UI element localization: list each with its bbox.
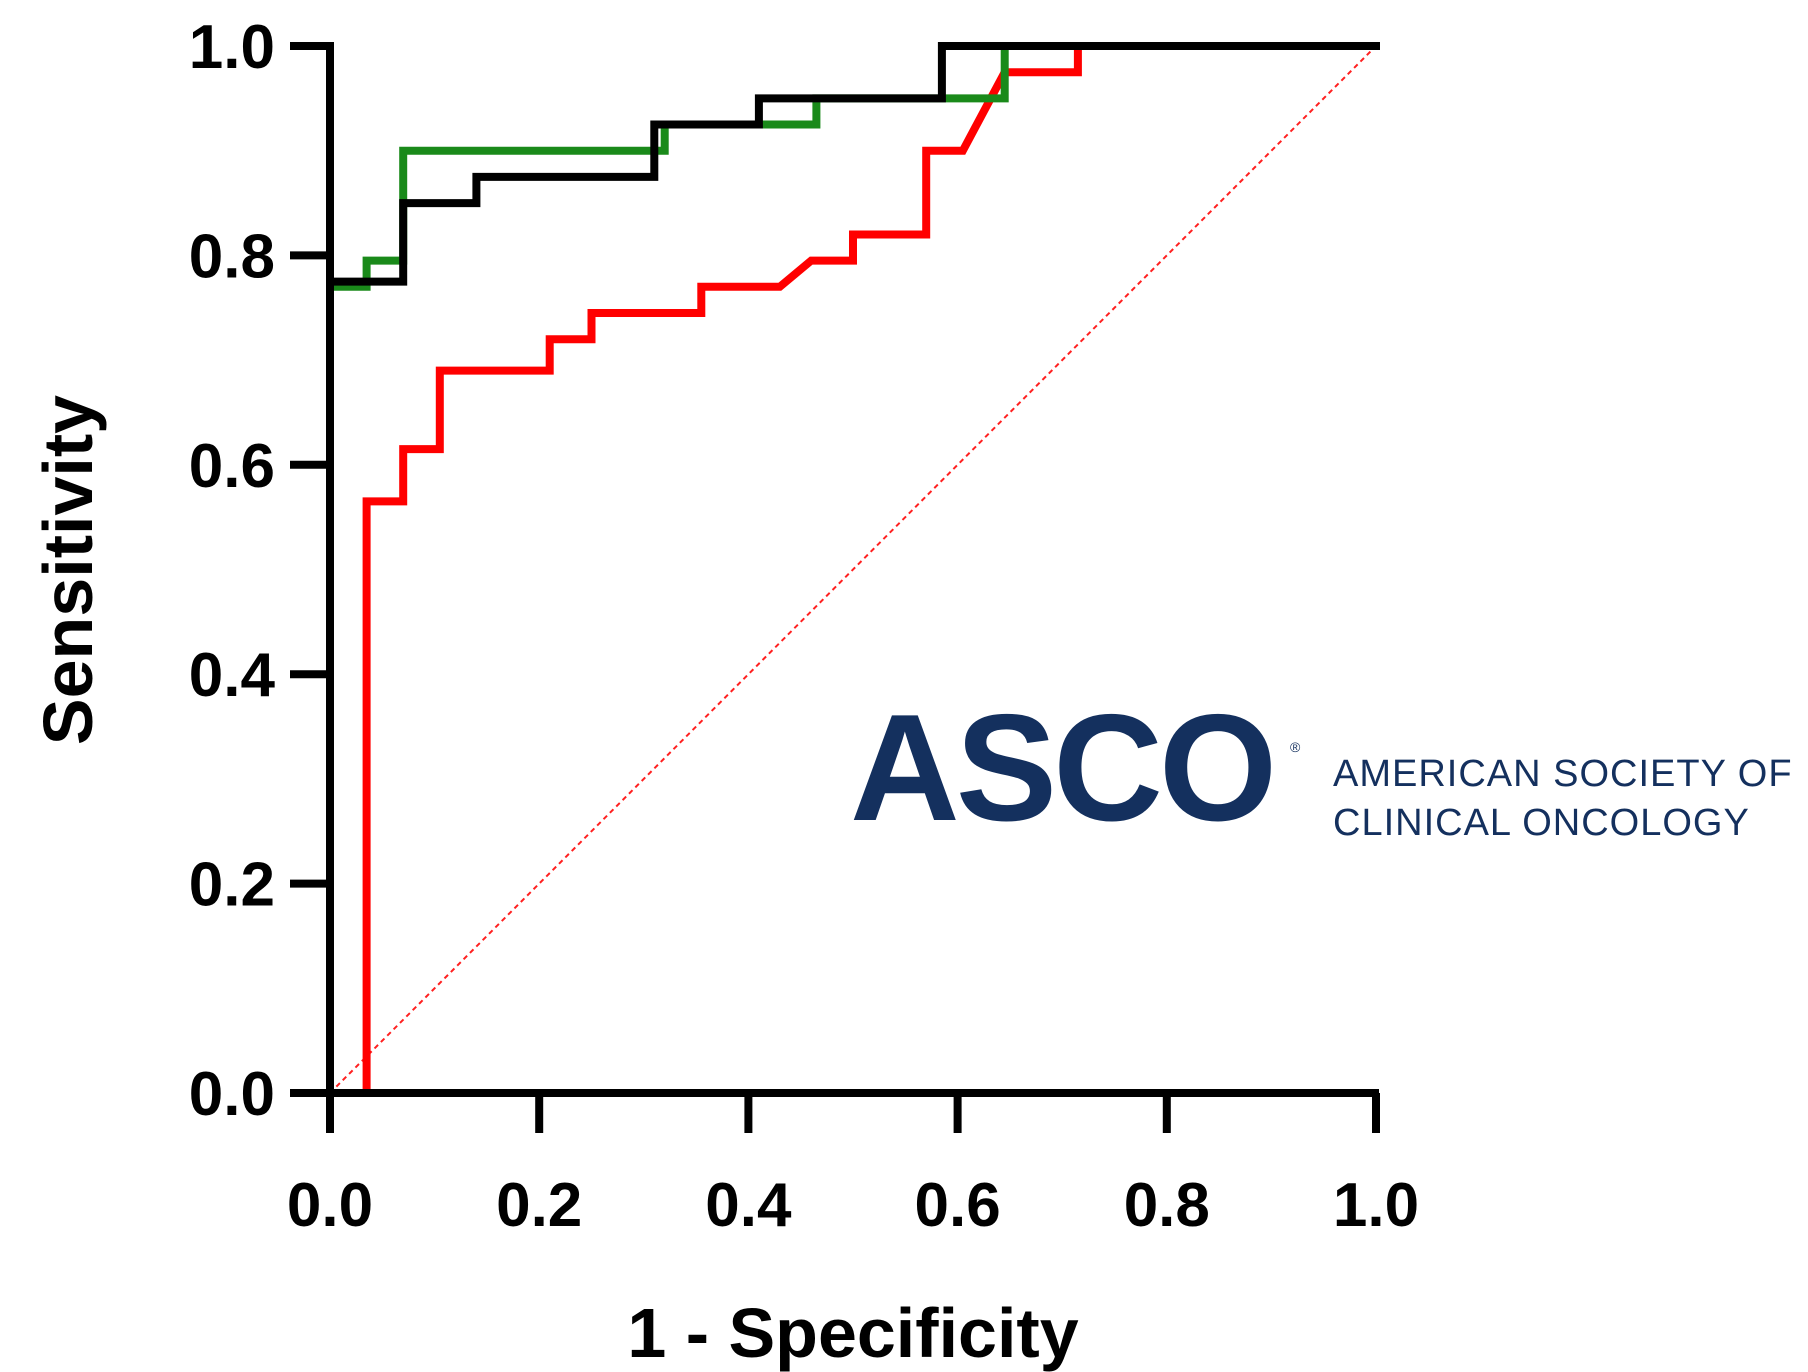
x-tick-label: 0.4 (705, 1171, 792, 1240)
roc-curve-3 (326, 42, 1380, 1097)
roc-curve-2 (326, 42, 1380, 1097)
y-tick-label: 0.0 (189, 1060, 275, 1129)
logo-registered-mark: ® (1290, 739, 1301, 755)
reference-diagonal-line (329, 45, 1377, 1094)
x-tick-label: 1.0 (1333, 1171, 1419, 1240)
x-tick-label: 0.0 (287, 1171, 373, 1240)
asco-logo: ASCO ® AMERICAN SOCIETY OF CLINICAL ONCO… (850, 683, 1793, 853)
x-axis-title: 1 - Specificity (627, 1294, 1078, 1372)
logo-wordmark: ASCO (850, 683, 1273, 853)
plot-area (326, 42, 1380, 1097)
y-tick-label: 0.6 (189, 432, 275, 501)
x-tick-label: 0.8 (1124, 1171, 1210, 1240)
logo-tagline-line2: CLINICAL ONCOLOGY (1333, 802, 1750, 844)
axes (290, 42, 1380, 1133)
x-tick-label: 0.2 (496, 1171, 582, 1240)
y-axis-title: Sensitivity (29, 395, 107, 745)
y-tick-label: 0.2 (189, 851, 275, 920)
x-tick-label: 0.6 (914, 1171, 1000, 1240)
tick-labels: 0.0 0.2 0.4 0.6 0.8 1.0 0.0 0.2 0.4 0.6 0.8 1.0 (189, 13, 1419, 1240)
roc-curve-1 (326, 42, 1380, 1097)
y-tick-label: 1.0 (189, 13, 275, 82)
logo-tagline-line1: AMERICAN SOCIETY OF (1333, 753, 1793, 795)
y-tick-label: 0.4 (189, 641, 276, 710)
y-tick-label: 0.8 (189, 222, 275, 291)
